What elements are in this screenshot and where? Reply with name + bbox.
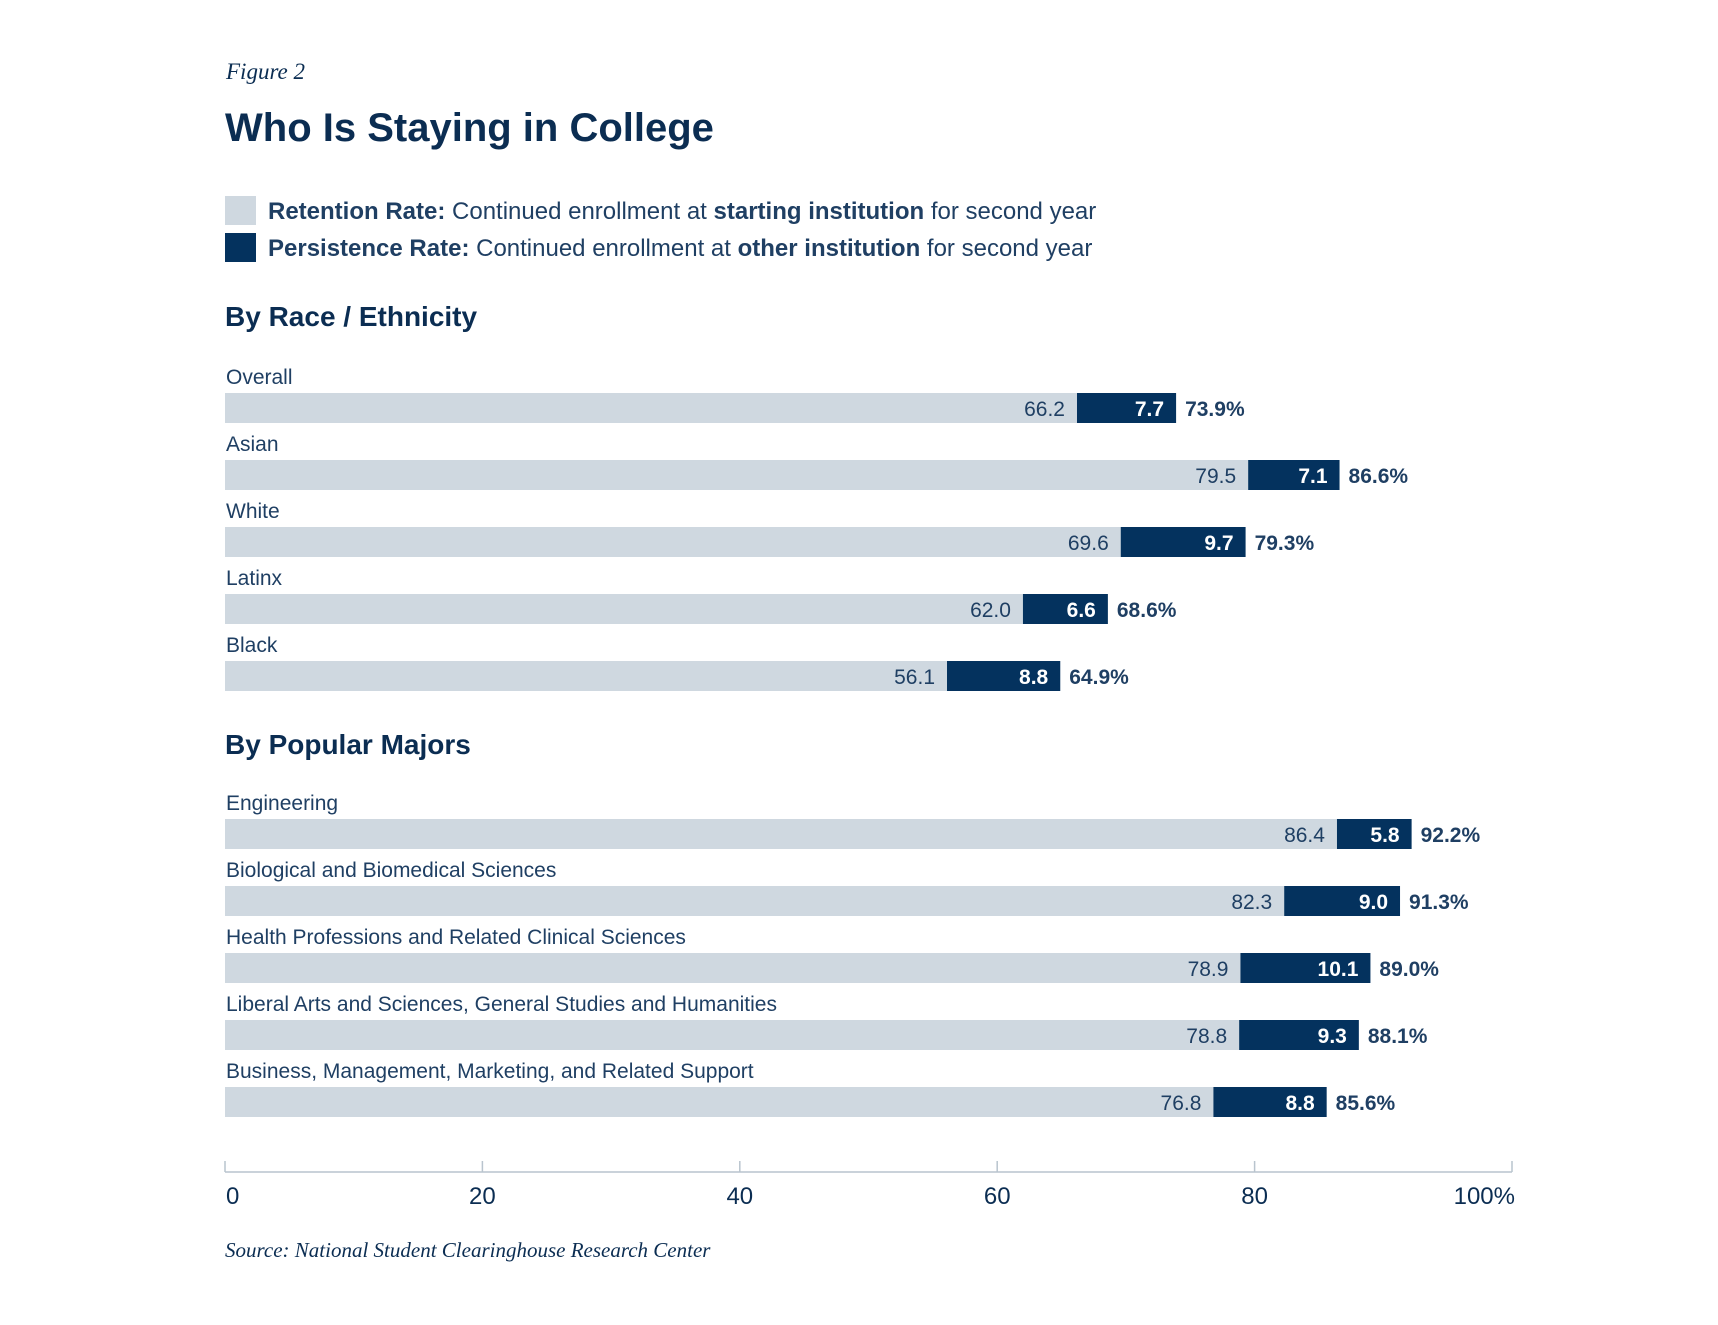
bar-persistence [1240,953,1371,983]
retention-value-label: 66.2 [1024,398,1065,421]
bar-retention [225,460,1249,490]
retention-value-label: 56.1 [894,666,935,689]
row-label: Liberal Arts and Sciences, General Studi… [226,993,777,1016]
bar-persistence [1022,594,1108,624]
retention-value-label: 62.0 [970,599,1011,622]
persistence-value-label: 6.6 [1067,599,1096,622]
row-asian: Asian 79.5 7.1 86.6% [225,433,1408,490]
persistence-value-label: 8.8 [1285,1092,1315,1115]
total-value-label: 88.1% [1368,1025,1428,1048]
bar-retention [225,953,1241,983]
x-axis: 0 20 40 60 80 100% [224,1161,1515,1210]
figure-label: Figure 2 [225,59,305,84]
row-label: Latinx [226,567,283,590]
row-liberal-arts-and-sciences-general-studies-and-humanities: Liberal Arts and Sciences, General Studi… [225,993,1428,1050]
x-tick-label: 40 [726,1183,753,1210]
total-value-label: 85.6% [1336,1092,1396,1115]
retention-value-label: 76.8 [1161,1092,1202,1115]
bar-persistence [1239,1020,1359,1050]
legend-text-part: starting institution [714,198,925,225]
retention-value-label: 86.4 [1284,824,1325,847]
persistence-value-label: 9.7 [1204,532,1233,555]
x-tick-label: 0 [226,1183,239,1210]
total-value-label: 64.9% [1069,666,1129,689]
bar-retention [225,1020,1240,1050]
bar-retention [225,527,1121,557]
chart-title: Who Is Staying in College [225,106,714,150]
row-black: Black 56.1 8.8 64.9% [225,634,1129,691]
total-value-label: 89.0% [1379,958,1439,981]
row-label: Engineering [226,792,338,815]
row-label: Asian [226,433,279,456]
legend-text-part: Continued enrollment at [469,235,737,262]
total-value-label: 73.9% [1185,398,1245,421]
bar-persistence [1120,527,1246,557]
bar-retention [225,886,1285,916]
row-label: Black [226,634,278,657]
retention-value-label: 82.3 [1231,891,1272,914]
legend-name: Persistence Rate: [268,235,469,262]
bar-persistence [1284,886,1401,916]
legend-text-part: for second year [924,198,1096,225]
row-label: Overall [226,366,293,389]
persistence-value-label: 7.1 [1298,465,1328,488]
group-by-popular-majors: By Popular Majors Engineering 86.4 5.8 92.2%… [225,729,1480,1117]
legend-label-retention: Retention Rate: Continued enrollment at … [268,198,1096,225]
total-value-label: 91.3% [1409,891,1469,914]
bar-retention [225,393,1077,423]
bar-persistence [1248,460,1340,490]
legend-name: Retention Rate: [268,198,445,225]
row-label: Business, Management, Marketing, and Rel… [226,1060,754,1083]
persistence-value-label: 9.0 [1359,891,1388,914]
row-biological-and-biomedical-sciences: Biological and Biomedical Sciences 82.3 9.… [225,859,1469,916]
total-value-label: 86.6% [1349,465,1409,488]
legend: Retention Rate: Continued enrollment at … [225,196,1096,262]
legend-text-part: Continued enrollment at [445,198,713,225]
total-value-label: 79.3% [1255,532,1315,555]
x-tick-label: 20 [469,1183,496,1210]
bar-persistence [1336,819,1412,849]
retention-value-label: 79.5 [1195,465,1236,488]
bar-retention [225,594,1023,624]
persistence-value-label: 8.8 [1019,666,1049,689]
bars-layer: By Race / Ethnicity Overall 66.2 7.7 73.9% As… [225,301,1480,1117]
row-label: White [226,500,280,523]
group-heading: By Race / Ethnicity [225,301,478,332]
bar-retention [225,661,948,691]
bar-persistence [1213,1087,1327,1117]
bar-retention [225,1087,1214,1117]
row-engineering: Engineering 86.4 5.8 92.2% [225,792,1480,849]
persistence-value-label: 5.8 [1370,824,1400,847]
row-overall: Overall 66.2 7.7 73.9% [225,366,1245,423]
persistence-value-label: 7.7 [1135,398,1164,421]
legend-text-part: for second year [920,235,1092,262]
row-white: White 69.6 9.7 79.3% [225,500,1314,557]
bar-persistence [947,661,1061,691]
row-health-professions-and-related-clinical-sciences: Health Professions and Related Clinical … [225,926,1439,983]
row-label: Biological and Biomedical Sciences [226,859,556,882]
x-tick-label: 100% [1454,1183,1515,1210]
group-by-race-ethnicity: By Race / Ethnicity Overall 66.2 7.7 73.9% As… [225,301,1408,691]
retention-value-label: 78.8 [1186,1025,1227,1048]
source-note: Source: National Student Clearinghouse R… [225,1238,711,1262]
persistence-value-label: 10.1 [1318,958,1359,981]
persistence-value-label: 9.3 [1318,1025,1347,1048]
total-value-label: 92.2% [1421,824,1481,847]
legend-text-part: other institution [738,235,921,262]
bar-persistence [1076,393,1177,423]
x-tick-label: 60 [984,1183,1011,1210]
row-label: Health Professions and Related Clinical … [226,926,686,949]
row-latinx: Latinx 62.0 6.6 68.6% [225,567,1177,624]
legend-swatch-retention [225,196,256,225]
retention-value-label: 69.6 [1068,532,1109,555]
x-tick-label: 80 [1241,1183,1268,1210]
retention-value-label: 78.9 [1188,958,1229,981]
group-heading: By Popular Majors [225,729,471,760]
total-value-label: 68.6% [1117,599,1177,622]
row-business-management-marketing-and-related-support: Business, Management, Marketing, and Rel… [225,1060,1396,1117]
bar-retention [225,819,1337,849]
legend-swatch-persistence [225,233,256,262]
legend-label-persistence: Persistence Rate: Continued enrollment a… [268,235,1092,262]
